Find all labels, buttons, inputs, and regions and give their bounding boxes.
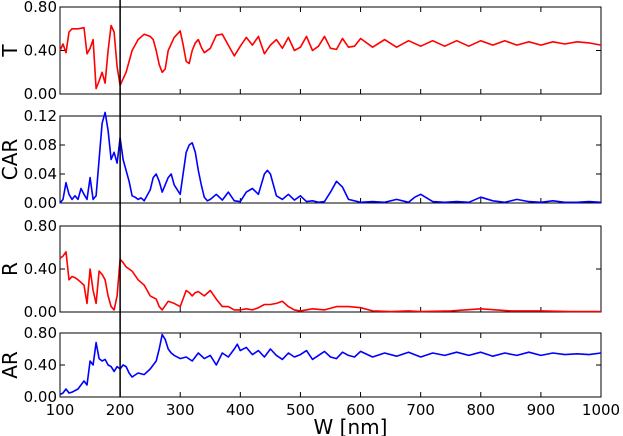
x-tick-label: 500 [286,401,315,419]
y-tick-label: 0.40 [24,42,57,60]
y-tick-label: 0.40 [24,356,57,374]
x-tick-label: 900 [527,401,556,419]
y-axis-label-car: CAR [0,139,22,181]
x-tick-label: 700 [406,401,435,419]
y-tick-label: 0.00 [24,194,57,212]
plot-frame [59,6,602,95]
series-line-car [59,111,602,204]
y-axis-label-t: T [0,44,22,58]
y-tick-label: 0.40 [24,260,57,278]
y-tick-label: 0.00 [24,85,57,103]
series-line-t [59,24,602,90]
x-tick-label: 300 [166,401,195,419]
panel-t: 0.00 0.40 0.80 T [0,0,602,103]
plot-frame [59,115,602,204]
x-tick-label: 800 [466,401,495,419]
y-tick-label: 0.00 [24,388,57,406]
x-tick-label: 600 [346,401,375,419]
series-line-ar [59,333,602,396]
x-tick-label: 1000 [582,401,620,419]
y-tick-label: 0.00 [24,303,57,321]
x-tick-label: 400 [226,401,255,419]
series-line-r [59,251,601,313]
x-tick-label: 200 [106,401,135,419]
y-axis-label-ar: AR [0,351,22,379]
y-tick-label: 0.08 [24,136,57,154]
y-tick-label: 0.12 [24,107,57,125]
y-tick-label: 0.80 [24,217,57,235]
y-tick-label: 0.80 [24,324,57,342]
plot-frame [59,332,602,398]
y-tick-label: 0.04 [24,165,57,183]
panel-r: 0.00 0.40 0.80 R [0,217,602,321]
x-axis-label: W [nm] [314,415,388,436]
plot-frame [59,225,602,313]
x-tick-label: 100 [46,401,75,419]
y-tick-label: 0.80 [24,0,57,16]
y-axis-label-r: R [0,262,22,276]
